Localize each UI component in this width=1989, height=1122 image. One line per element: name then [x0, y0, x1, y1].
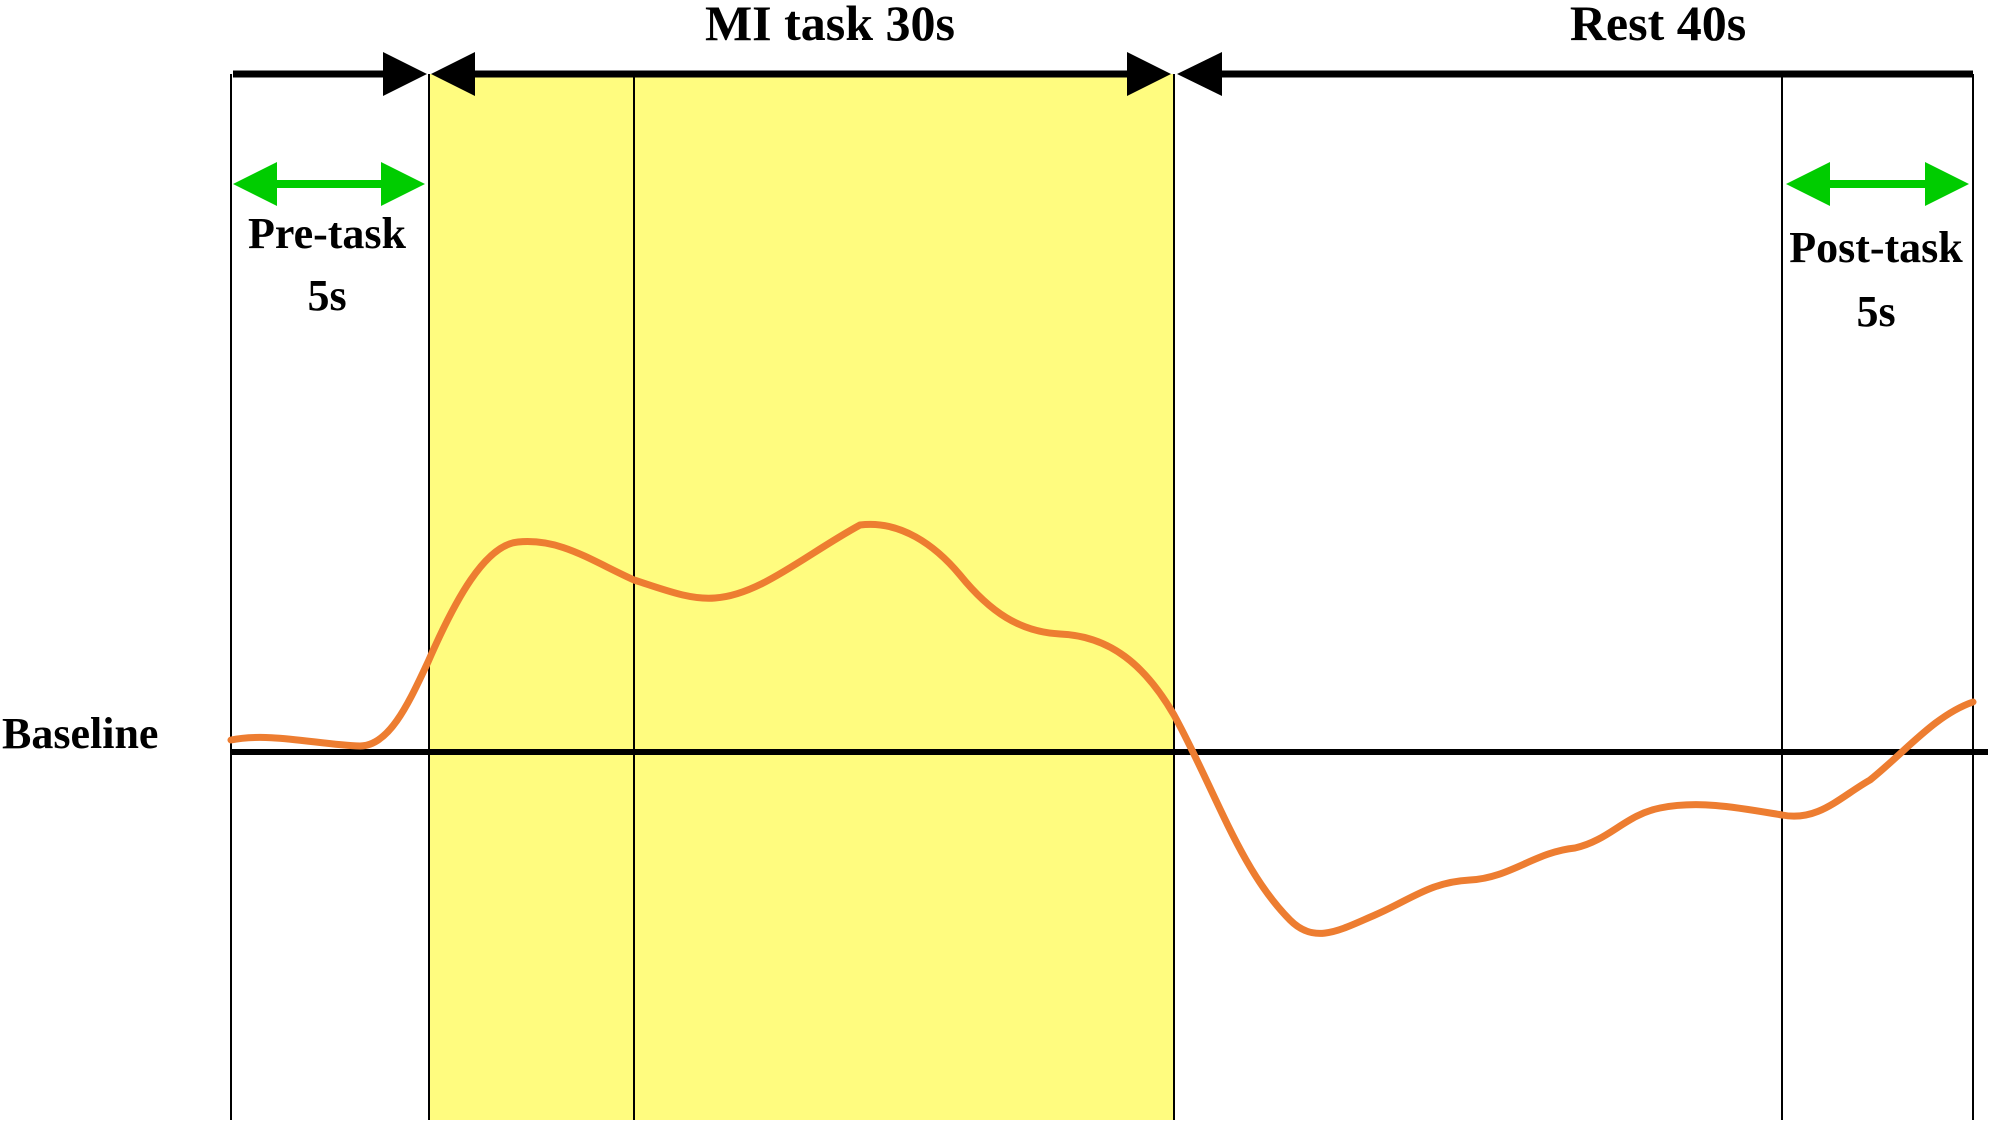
pre-task-label: Pre-task — [248, 209, 407, 258]
hemodynamic-response-curve — [227, 520, 1977, 937]
post-task-window-arrow — [1786, 162, 1969, 206]
baseline-label: Baseline — [2, 709, 158, 758]
post-task-duration-label: 5s — [1856, 287, 1895, 336]
pre-task-window-arrow — [233, 162, 425, 206]
post-task-label: Post-task — [1789, 223, 1963, 272]
pre-task-phase-arrow — [233, 52, 427, 96]
rest-phase-arrow — [1177, 52, 1973, 96]
mi-task-phase-arrow — [431, 52, 1171, 96]
mi-task-highlight — [429, 74, 1174, 1120]
pre-task-duration-label: 5s — [307, 271, 346, 320]
rest-label: Rest 40s — [1570, 0, 1746, 51]
mi-task-label: MI task 30s — [705, 0, 955, 51]
